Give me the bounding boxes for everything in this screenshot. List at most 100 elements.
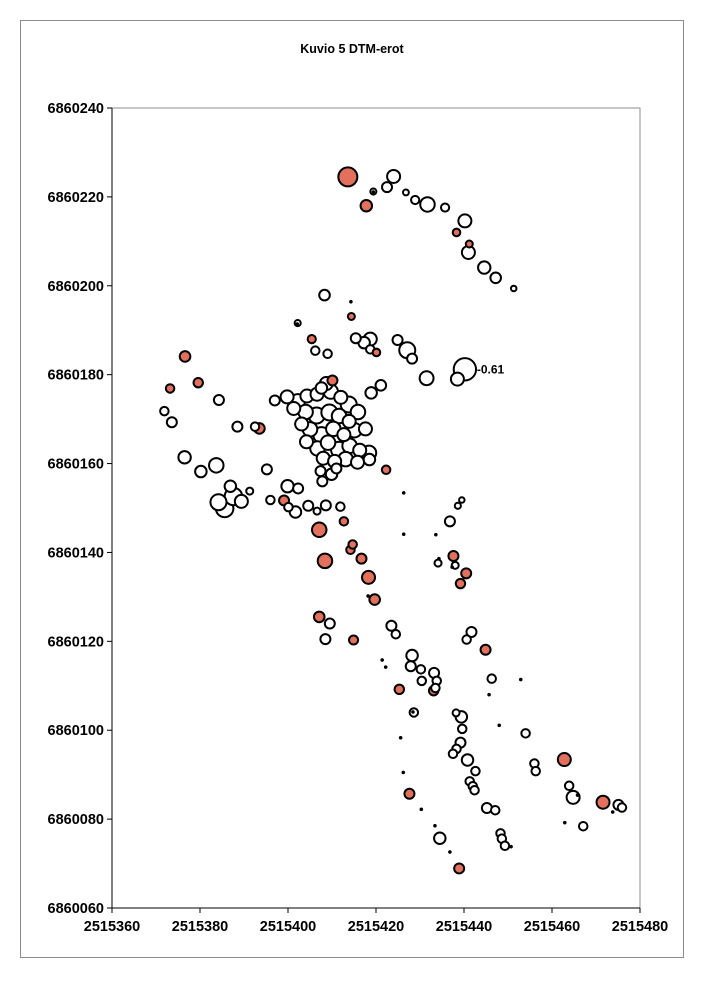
data-point-negative (458, 496, 466, 504)
data-point-negative (314, 381, 329, 395)
data-point-negative (416, 675, 428, 687)
data-point-positive (348, 634, 360, 646)
data-point-negative (477, 260, 492, 275)
data-point-negative (447, 748, 459, 760)
data-point-negative (319, 633, 332, 646)
data-point-negative (405, 648, 419, 663)
data-point-positive (451, 227, 462, 238)
data-points (159, 166, 628, 875)
data-point-negative (486, 673, 497, 684)
data-point-negative (194, 464, 208, 479)
y-tick-label: 6860220 (48, 190, 104, 206)
data-point-positive (312, 610, 326, 624)
data-point-small (380, 658, 385, 662)
data-point-negative (461, 634, 472, 645)
data-point-negative (616, 802, 628, 813)
data-point-negative (336, 427, 352, 443)
data-point-small (295, 322, 300, 326)
data-point-small (371, 190, 376, 194)
data-point-negative (381, 181, 393, 194)
y-tick-label: 6860180 (48, 368, 104, 384)
x-tick-label: 2515420 (348, 919, 404, 935)
data-point-positive (361, 569, 377, 585)
data-point-negative (453, 501, 462, 510)
y-tick-label: 6860140 (48, 545, 104, 561)
y-tick-label: 6860160 (48, 457, 104, 473)
data-point-negative (159, 405, 170, 417)
y-tick-label: 6860120 (48, 634, 104, 650)
data-point-negative (333, 389, 349, 405)
data-point-negative (430, 682, 441, 694)
data-point-positive (460, 567, 473, 580)
data-point-negative (404, 660, 417, 673)
data-point-small (509, 844, 513, 849)
data-point-negative (316, 475, 329, 488)
data-point-positive (454, 577, 467, 590)
data-point-negative (456, 723, 468, 735)
y-tick-label: 6860100 (48, 723, 104, 739)
data-point-negative (364, 386, 378, 400)
data-point-negative (165, 416, 178, 429)
data-point-small (401, 770, 406, 775)
data-point-negative (362, 452, 377, 467)
data-point-negative (330, 462, 343, 475)
x-tick-label: 2515400 (260, 919, 316, 935)
data-point-negative (212, 394, 225, 406)
data-point-negative (489, 804, 501, 816)
data-point-negative (530, 765, 541, 777)
data-point-negative (260, 463, 273, 476)
x-axis: 2515360 2515380 2515400 2515420 2515440 25154… (84, 908, 668, 935)
data-point-negative (439, 202, 451, 213)
data-point-positive (403, 787, 416, 800)
data-point-positive (178, 350, 192, 363)
data-point-negative (451, 708, 461, 718)
data-point-negative (419, 196, 436, 213)
data-point-small (366, 594, 370, 598)
data-point-negative (374, 379, 388, 392)
data-point-small (401, 532, 406, 537)
data-point-negative (319, 499, 332, 512)
data-point-negative (335, 501, 346, 512)
data-point-negative (418, 370, 435, 387)
x-tick-label: 2515480 (612, 919, 668, 935)
data-point-negative (294, 416, 310, 432)
data-point-positive (192, 376, 204, 389)
y-tick-label: 6860240 (48, 101, 104, 117)
data-point-positive (368, 593, 381, 606)
data-point-negative (457, 213, 473, 229)
data-point-positive (326, 374, 339, 387)
data-point-positive (393, 683, 406, 696)
data-point-negative (312, 506, 322, 516)
data-point-small (562, 820, 567, 825)
data-point-small (450, 565, 454, 569)
data-point-negative (177, 450, 192, 465)
data-point-small (411, 710, 415, 714)
data-point-positive (371, 347, 382, 358)
data-point-negative (265, 494, 276, 506)
data-point-negative (443, 515, 456, 528)
data-point-small (487, 692, 491, 697)
data-point-negative (322, 348, 333, 360)
data-point-positive (316, 552, 334, 570)
data-point-positive (595, 794, 611, 810)
point-annotation: -0.61 (477, 362, 505, 376)
data-point-negative (433, 831, 447, 845)
data-point-negative (520, 728, 531, 739)
data-point-positive (359, 199, 374, 213)
data-point-negative (245, 486, 255, 496)
data-point-positive (464, 239, 474, 249)
data-point-positive (380, 464, 392, 476)
data-point-negative (341, 413, 357, 429)
data-point-positive (346, 311, 356, 321)
x-tick-label: 2515440 (436, 919, 492, 935)
data-point-small (610, 810, 615, 814)
data-point-small (448, 850, 452, 854)
data-point-negative (509, 284, 518, 293)
data-point-negative (223, 479, 238, 493)
data-point-negative (565, 789, 581, 805)
y-tick-label: 6860080 (48, 812, 104, 828)
data-point-negative (314, 465, 327, 478)
data-point-negative (349, 403, 367, 421)
data-point-small (518, 677, 523, 682)
data-point-negative (280, 479, 295, 494)
